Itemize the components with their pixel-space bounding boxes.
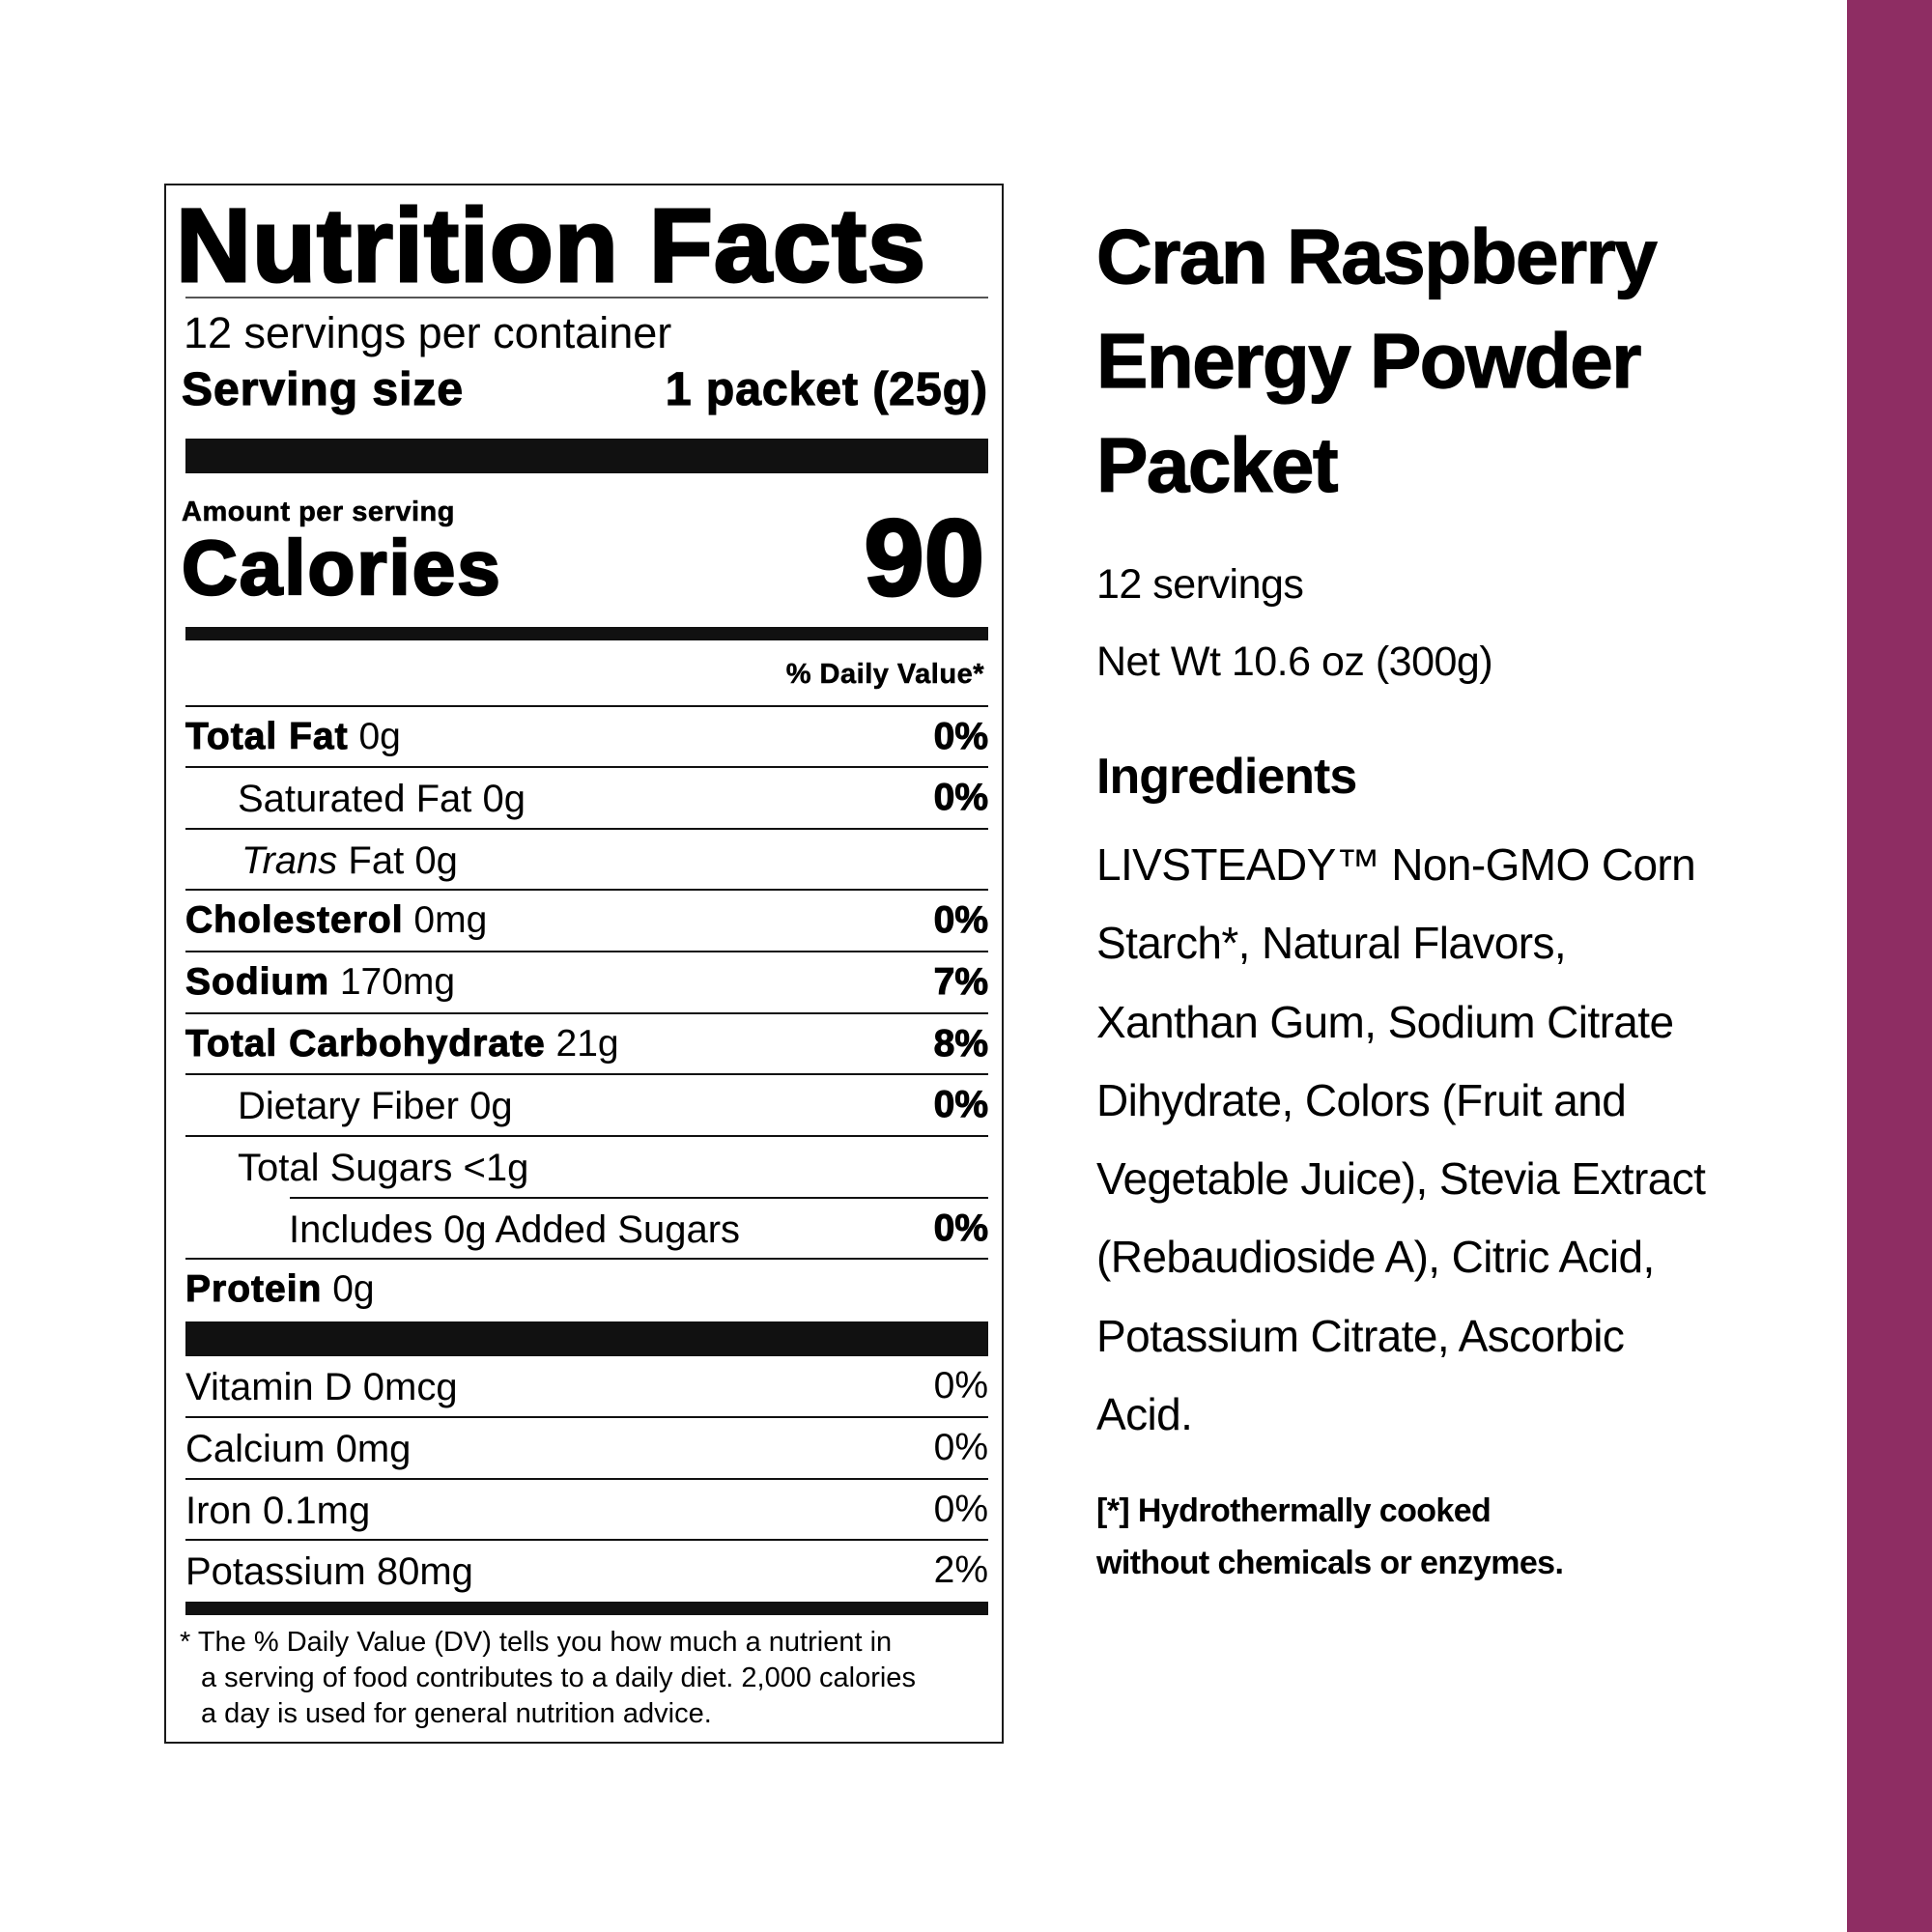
product-net-weight: Net Wt 10.6 oz (300g) <box>1096 639 1493 685</box>
serving-size-value: 1 packet (25g) <box>665 364 988 415</box>
nutrient-row-trans-fat: Trans Fat 0g <box>242 839 458 882</box>
divider-thick <box>185 627 988 640</box>
serving-size-label: Serving size <box>181 364 465 415</box>
serving-size-row: Serving size 1 packet (25g) <box>181 364 988 415</box>
product-title: Cran Raspberry Energy Powder Packet <box>1095 213 1658 508</box>
nutrition-facts-title: Nutrition Facts <box>174 186 927 303</box>
divider <box>185 1012 988 1014</box>
daily-value-footnote: * The % Daily Value (DV) tells you how m… <box>180 1627 916 1729</box>
nutrient-row-protein: Protein 0g <box>185 1268 375 1311</box>
vitamin-row-vitamin-d: Vitamin D 0mcg 0% <box>185 1365 988 1408</box>
calories-value: 90 <box>863 497 986 618</box>
daily-value-header: % Daily Value* <box>785 659 984 691</box>
divider <box>185 297 988 298</box>
divider <box>185 828 988 830</box>
nutrient-row-total-fat: Total Fat 0g 0% <box>185 716 989 758</box>
amount-per-serving: Amount per serving <box>182 497 455 528</box>
nutrient-row-total-sugars: Total Sugars <1g <box>238 1147 529 1189</box>
divider-heavy <box>185 439 988 473</box>
servings-per-container: 12 servings per container <box>184 308 672 357</box>
divider <box>185 1478 988 1480</box>
divider <box>185 705 988 707</box>
divider <box>185 889 988 891</box>
divider-heavy <box>185 1321 988 1356</box>
divider-thick <box>185 1602 988 1615</box>
divider <box>185 1416 988 1418</box>
ingredients-heading: Ingredients <box>1096 749 1357 805</box>
nutrient-row-dietary-fiber: Dietary Fiber 0g 0% <box>238 1084 989 1127</box>
divider <box>185 766 988 768</box>
vitamin-row-calcium: Calcium 0mg 0% <box>185 1427 988 1470</box>
nutrition-facts-label: Nutrition Facts 12 servings per containe… <box>164 184 1004 1744</box>
divider <box>185 951 988 952</box>
divider <box>185 1258 988 1260</box>
nutrient-row-cholesterol: Cholesterol 0mg 0% <box>185 899 989 942</box>
vitamin-row-potassium: Potassium 80mg 2% <box>185 1549 988 1593</box>
divider <box>185 1539 988 1541</box>
ingredients-footnote: [*] Hydrothermally cooked without chemic… <box>1096 1492 1564 1581</box>
nutrient-row-sodium: Sodium 170mg 7% <box>185 961 989 1004</box>
ingredients-list: LIVSTEADY™ Non-GMO Corn Starch*, Natural… <box>1096 839 1706 1440</box>
nutrient-row-added-sugars: Includes 0g Added Sugars 0% <box>289 1208 989 1251</box>
product-servings: 12 servings <box>1096 561 1304 608</box>
divider <box>185 1135 988 1137</box>
divider <box>290 1197 988 1199</box>
vitamin-row-iron: Iron 0.1mg 0% <box>185 1489 988 1532</box>
calories-label: Calories <box>181 525 502 611</box>
nutrient-row-total-carbohydrate: Total Carbohydrate 21g 8% <box>185 1023 989 1065</box>
divider <box>185 1073 988 1075</box>
nutrient-row-saturated-fat: Saturated Fat 0g 0% <box>238 777 989 820</box>
accent-color-bar <box>1847 0 1932 1932</box>
